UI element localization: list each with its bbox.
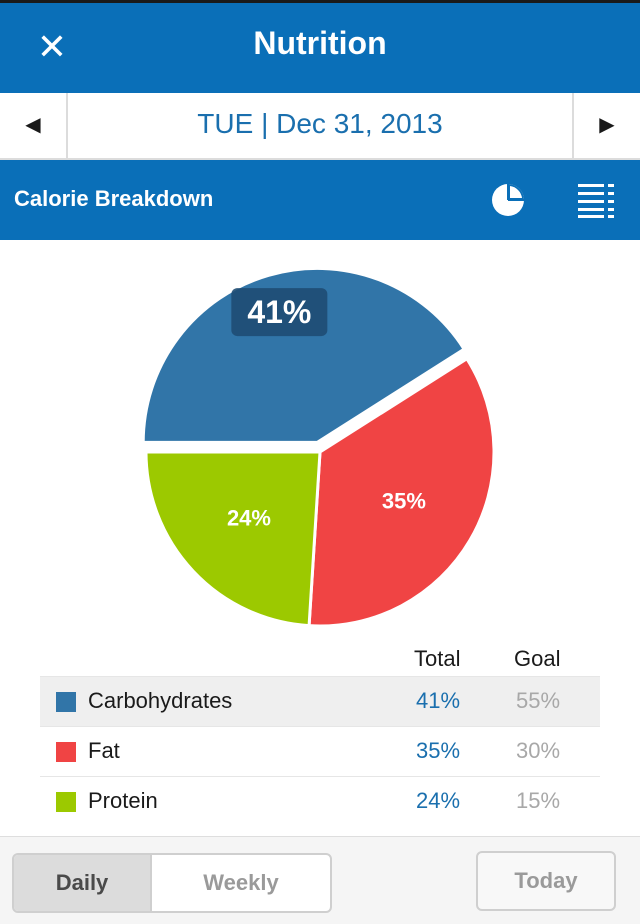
calorie-pie-chart: 41% 35% 24% bbox=[141, 266, 496, 628]
table-row[interactable]: Carbohydrates 41% 55% bbox=[40, 676, 600, 726]
row-name: Protein bbox=[88, 788, 158, 813]
row-name: Fat bbox=[88, 738, 120, 763]
page-title: Nutrition bbox=[253, 25, 387, 61]
pie-label-carbohydrates: 41% bbox=[247, 294, 311, 330]
header-bar: ✕ Nutrition bbox=[0, 0, 640, 93]
section-title: Calorie Breakdown bbox=[14, 186, 214, 211]
breakdown-table: Total Goal Carbohydrates 41% 55% Fat 35%… bbox=[40, 640, 600, 826]
row-name: Carbohydrates bbox=[88, 688, 233, 713]
row-goal: 15% bbox=[516, 788, 561, 813]
date-navigator: ◀ TUE | Dec 31, 2013 ▶ bbox=[0, 93, 640, 160]
fat-swatch bbox=[56, 742, 76, 762]
pie-chart-icon[interactable] bbox=[490, 182, 526, 218]
goal-column-header: Goal bbox=[514, 646, 561, 671]
prev-day-arrow-icon[interactable]: ◀ bbox=[0, 93, 68, 158]
pie-slice-carbohydrates[interactable] bbox=[141, 266, 467, 444]
row-total: 35% bbox=[416, 738, 461, 763]
next-day-arrow-icon[interactable]: ▶ bbox=[572, 93, 640, 158]
pie-label-background bbox=[231, 288, 328, 337]
pie-label-fat: 35% bbox=[382, 489, 426, 514]
pie-slice-fat[interactable] bbox=[307, 356, 496, 628]
row-goal: 55% bbox=[516, 688, 561, 713]
pie-slice-protein[interactable] bbox=[144, 450, 322, 628]
table-row[interactable]: Protein 24% 15% bbox=[40, 776, 600, 826]
list-view-icon[interactable] bbox=[578, 182, 616, 218]
table-row[interactable]: Fat 35% 30% bbox=[40, 726, 600, 776]
weekly-button[interactable]: Weekly bbox=[203, 870, 279, 895]
bottom-toolbar: Daily Weekly Today bbox=[0, 836, 640, 924]
close-icon[interactable]: ✕ bbox=[36, 26, 68, 67]
current-date[interactable]: TUE | Dec 31, 2013 bbox=[197, 108, 443, 139]
pie-label-protein: 24% bbox=[227, 506, 271, 531]
protein-swatch bbox=[56, 792, 76, 812]
row-total: 24% bbox=[416, 788, 461, 813]
period-segmented-control: Daily Weekly bbox=[12, 853, 332, 913]
carbohydrates-swatch bbox=[56, 692, 76, 712]
row-total: 41% bbox=[416, 688, 461, 713]
total-column-header: Total bbox=[414, 646, 461, 671]
section-header: Calorie Breakdown bbox=[0, 160, 640, 240]
table-header: Total Goal bbox=[40, 640, 600, 676]
daily-button[interactable]: Daily bbox=[14, 855, 152, 911]
row-goal: 30% bbox=[516, 738, 561, 763]
today-button[interactable]: Today bbox=[476, 851, 616, 911]
